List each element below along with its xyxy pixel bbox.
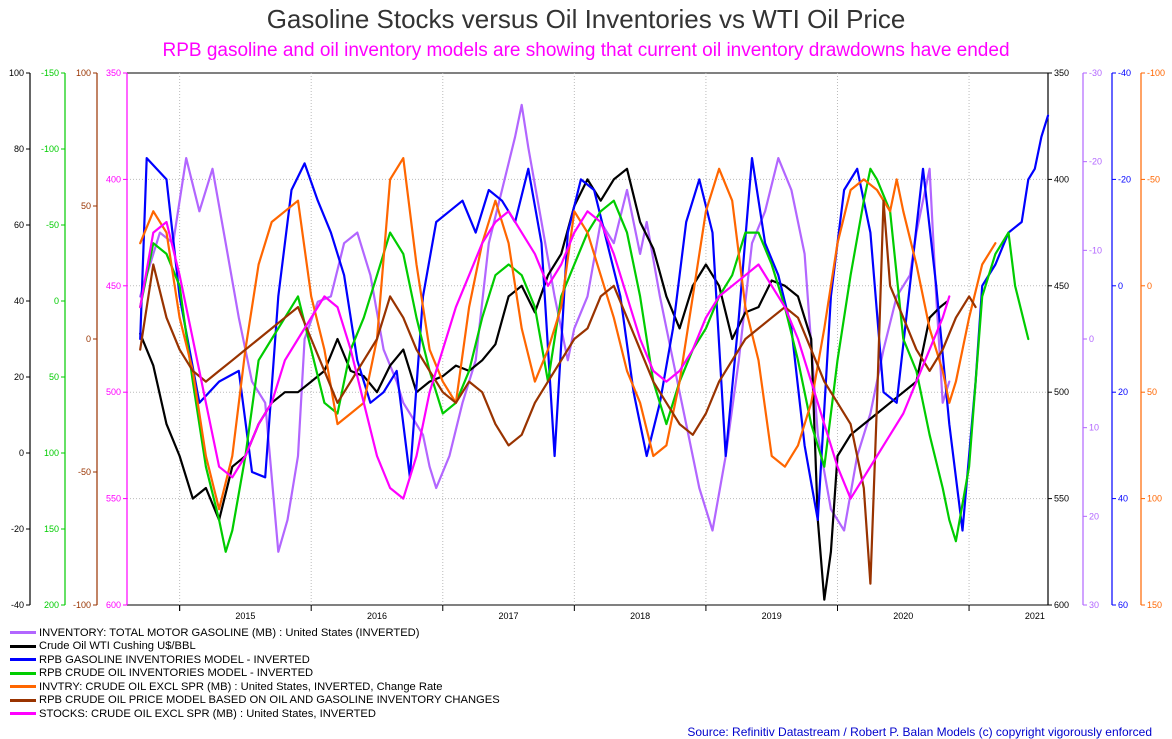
- left-axis-label: 450: [106, 281, 121, 291]
- legend-label: RPB CRUDE OIL PRICE MODEL BASED ON OIL A…: [39, 694, 500, 707]
- right-axis-label: 60: [1118, 600, 1128, 610]
- x-tick-label: 2021: [1025, 611, 1045, 620]
- right-axis-label: -10: [1089, 245, 1102, 255]
- series-line-inventory-total-motor-gasoline-mb-united: [139, 103, 951, 553]
- series-line-rpb-crude-oil-price-model-based-on-oil-a: [139, 199, 977, 585]
- left-axis-label: 0: [19, 448, 24, 458]
- left-axis-label: 20: [14, 372, 24, 382]
- right-axis-label: -40: [1118, 68, 1131, 78]
- left-axis-label: 80: [14, 144, 24, 154]
- right-axis-label: -30: [1089, 68, 1102, 78]
- left-axis-label: -100: [41, 144, 59, 154]
- right-axis-label: 40: [1118, 494, 1128, 504]
- left-axis-label: 400: [106, 174, 121, 184]
- right-axis-label: 100: [1147, 494, 1162, 504]
- left-axis-label: 100: [44, 448, 59, 458]
- left-axis-label: 150: [44, 524, 59, 534]
- left-axis-label: 550: [106, 494, 121, 504]
- chart-title: Gasoline Stocks versus Oil Inventories v…: [266, 4, 906, 34]
- chart-canvas: 2015 2016 2017 2018 2019 2020 2021100806040200…: [9, 68, 1165, 620]
- x-tick-label: 2016: [367, 611, 387, 620]
- legend-item: Crude Oil WTI Cushing U$/BBL: [10, 640, 500, 654]
- right-axis-label: 0: [1147, 281, 1152, 291]
- left-axis-label: 50: [49, 372, 59, 382]
- legend-swatch: [10, 685, 36, 689]
- x-tick-label: 2020: [893, 611, 913, 620]
- right-axis-label: 50: [1147, 387, 1157, 397]
- right-axis-label: -20: [1118, 174, 1131, 184]
- left-axis-label: -20: [11, 524, 24, 534]
- legend-label: RPB GASOLINE INVENTORIES MODEL - INVERTE…: [39, 653, 310, 666]
- source-note: Source: Refinitiv Datastream / Robert P.…: [687, 725, 1152, 739]
- right-axis-label: 500: [1054, 387, 1069, 397]
- right-axis-label: 0: [1089, 334, 1094, 344]
- left-axis-label: -40: [11, 600, 24, 610]
- left-axis-label: 60: [14, 220, 24, 230]
- series-line-crude-oil-wti-cushing-u-bbl: [139, 167, 948, 601]
- legend-swatch: [10, 631, 36, 635]
- right-axis-label: 10: [1089, 423, 1099, 433]
- left-axis-label: -50: [46, 220, 59, 230]
- right-axis-label: -50: [1147, 174, 1160, 184]
- x-tick-label: 2018: [630, 611, 650, 620]
- right-axis-label: 550: [1054, 494, 1069, 504]
- legend-label: STOCKS: CRUDE OIL EXCL SPR (MB) : United…: [39, 707, 376, 720]
- left-axis-label: -50: [78, 467, 91, 477]
- legend-label: INVTRY: CRUDE OIL EXCL SPR (MB) : United…: [39, 680, 443, 693]
- left-axis-label: 0: [54, 296, 59, 306]
- right-axis-label: -100: [1147, 68, 1165, 78]
- legend-swatch: [10, 698, 36, 702]
- series-line-invtry-crude-oil-excl-spr-mb-united-stat: [139, 157, 997, 511]
- legend-swatch: [10, 658, 36, 662]
- legend-item: RPB CRUDE OIL PRICE MODEL BASED ON OIL A…: [10, 694, 500, 708]
- legend-item: INVTRY: CRUDE OIL EXCL SPR (MB) : United…: [10, 680, 500, 694]
- legend-item: INVENTORY: TOTAL MOTOR GASOLINE (MB) : U…: [10, 626, 500, 640]
- legend-item: RPB GASOLINE INVENTORIES MODEL - INVERTE…: [10, 653, 500, 667]
- series-line-stocks-crude-oil-excl-spr-mb-united-stat: [139, 210, 951, 500]
- right-axis-label: 0: [1118, 281, 1123, 291]
- left-axis-label: 350: [106, 68, 121, 78]
- x-tick-label: 2015: [235, 611, 255, 620]
- plot-area: [126, 72, 1049, 606]
- right-axis-label: 150: [1147, 600, 1162, 610]
- left-axis-label: -100: [73, 600, 91, 610]
- x-tick-label: 2019: [762, 611, 782, 620]
- legend: INVENTORY: TOTAL MOTOR GASOLINE (MB) : U…: [10, 626, 500, 721]
- right-axis-label: 350: [1054, 68, 1069, 78]
- left-axis-label: 0: [86, 334, 91, 344]
- left-axis-label: 600: [106, 600, 121, 610]
- left-axis-label: 500: [106, 387, 121, 397]
- legend-swatch: [10, 671, 36, 675]
- right-axis-label: 400: [1054, 174, 1069, 184]
- left-axis-label: 100: [76, 68, 91, 78]
- legend-swatch: [10, 712, 36, 716]
- chart-subtitle: RPB gasoline and oil inventory models ar…: [162, 40, 1010, 61]
- legend-swatch: [10, 644, 36, 648]
- legend-label: RPB CRUDE OIL INVENTORIES MODEL - INVERT…: [39, 667, 314, 680]
- left-axis-label: 100: [9, 68, 24, 78]
- left-axis-label: -150: [41, 68, 59, 78]
- legend-item: RPB CRUDE OIL INVENTORIES MODEL - INVERT…: [10, 667, 500, 681]
- right-axis-label: 20: [1089, 511, 1099, 521]
- legend-label: INVENTORY: TOTAL MOTOR GASOLINE (MB) : U…: [39, 626, 420, 639]
- left-axis-label: 200: [44, 600, 59, 610]
- right-axis-label: 600: [1054, 600, 1069, 610]
- right-axis-label: 20: [1118, 387, 1128, 397]
- right-axis-label: -20: [1089, 157, 1102, 167]
- right-axis-label: 450: [1054, 281, 1069, 291]
- series-line-rpb-gasoline-inventories-model-inverted: [139, 114, 1050, 532]
- right-axis-label: 30: [1089, 600, 1099, 610]
- legend-item: STOCKS: CRUDE OIL EXCL SPR (MB) : United…: [10, 707, 500, 721]
- left-axis-label: 40: [14, 296, 24, 306]
- left-axis-label: 50: [81, 201, 91, 211]
- legend-label: Crude Oil WTI Cushing U$/BBL: [39, 640, 196, 653]
- x-tick-label: 2017: [499, 611, 519, 620]
